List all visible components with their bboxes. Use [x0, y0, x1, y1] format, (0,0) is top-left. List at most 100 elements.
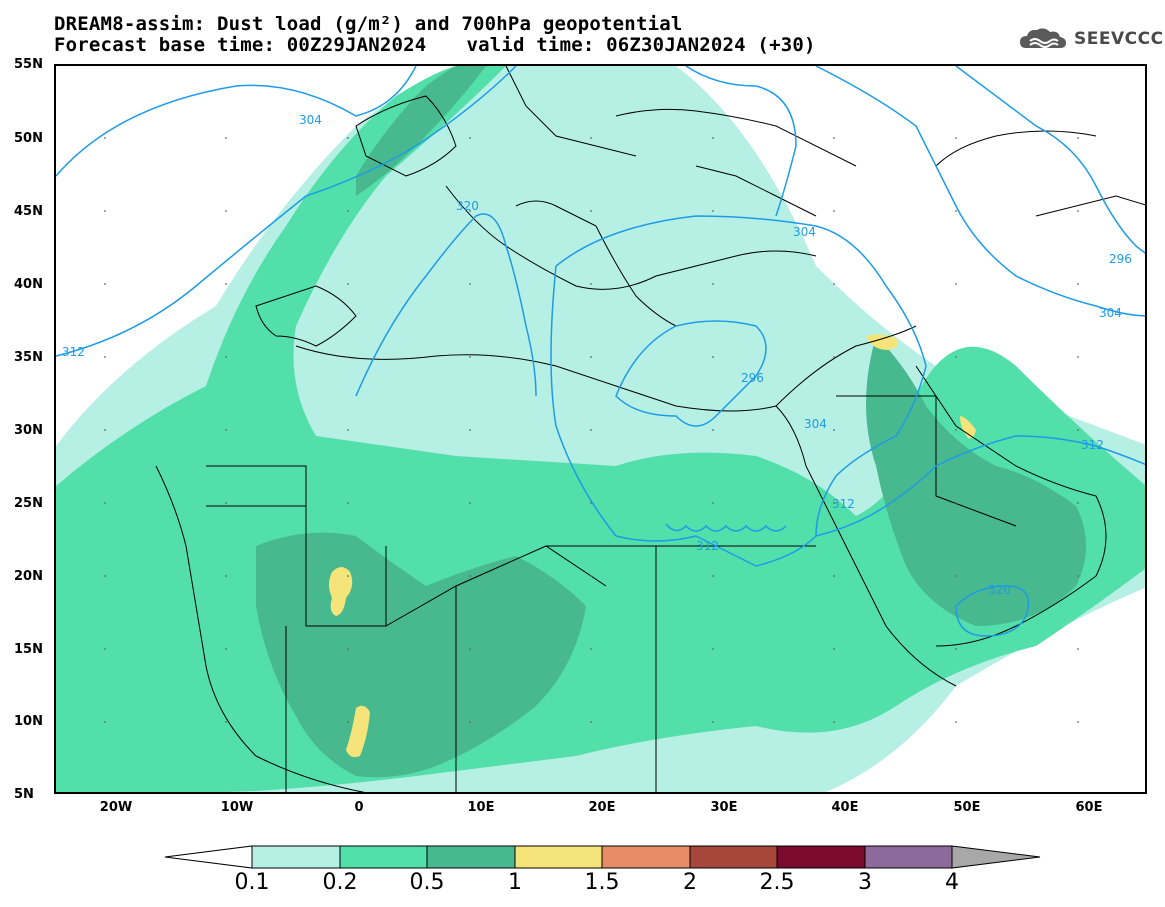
base-time: Forecast base time: 00Z29JAN2024: [54, 34, 427, 56]
colorbar-label: 2.5: [759, 870, 795, 895]
grid-dot: [590, 721, 592, 723]
grid-dot: [833, 648, 835, 650]
grid-dot: [469, 648, 471, 650]
grid-dot: [833, 283, 835, 285]
grid-dot: [833, 356, 835, 358]
grid-dot: [955, 721, 957, 723]
grid-dot: [104, 210, 106, 212]
latitude-label: 35N: [14, 350, 43, 365]
grid-dot: [590, 283, 592, 285]
grid-dot: [833, 210, 835, 212]
grid-dot: [955, 575, 957, 577]
grid-dot: [225, 137, 227, 139]
grid-dot: [469, 137, 471, 139]
latitude-label: 15N: [14, 642, 43, 657]
grid-dot: [833, 137, 835, 139]
grid-dot: [590, 648, 592, 650]
grid-dot: [833, 502, 835, 504]
grid-dot: [469, 210, 471, 212]
grid-dot: [469, 575, 471, 577]
latitude-label: 20N: [14, 569, 43, 584]
grid-dot: [712, 429, 714, 431]
grid-dot: [833, 721, 835, 723]
grid-dot: [1077, 648, 1079, 650]
grid-dot: [347, 575, 349, 577]
contour-label: 312: [832, 497, 855, 511]
grid-dot: [1077, 575, 1079, 577]
longitude-label: 40E: [831, 800, 859, 815]
colorbar-min-arrow: [164, 845, 253, 869]
grid-dot: [1077, 356, 1079, 358]
colorbar-label: 3: [858, 870, 872, 895]
colorbar-label: 0.5: [409, 870, 445, 895]
grid-dot: [104, 721, 106, 723]
colorbar-swatch-3: [864, 845, 953, 869]
grid-dot: [955, 429, 957, 431]
grid-dot: [1077, 137, 1079, 139]
grid-dot: [1077, 721, 1079, 723]
grid-dot: [225, 210, 227, 212]
longitude-label: 0: [354, 800, 364, 815]
contour-label: 320: [456, 199, 479, 213]
longitude-label: 50E: [953, 800, 981, 815]
grid-dots: [104, 137, 1079, 723]
contour-label: 304: [299, 113, 322, 127]
dust-layer-1: [329, 334, 976, 758]
grid-dot: [347, 721, 349, 723]
longitude-label: 10W: [220, 800, 254, 815]
grid-dot: [104, 283, 106, 285]
grid-dot: [225, 721, 227, 723]
colorbar-label: 1.5: [584, 870, 620, 895]
colorbar-swatch-1-5: [601, 845, 691, 869]
latitude-label: 25N: [14, 496, 43, 511]
grid-dot: [469, 356, 471, 358]
colorbar-swatch-2: [689, 845, 778, 869]
grid-dot: [104, 502, 106, 504]
grid-dot: [955, 210, 957, 212]
grid-dot: [590, 575, 592, 577]
cloud-icon: [1020, 28, 1066, 48]
latitude-label: 30N: [14, 423, 43, 438]
logo-text: SEEVCCC: [1074, 29, 1164, 49]
colorbar-swatch-0-2: [339, 845, 428, 869]
geopotential-contours: [56, 66, 1145, 637]
grid-dot: [833, 575, 835, 577]
grid-dot: [712, 502, 714, 504]
grid-dot: [1077, 283, 1079, 285]
grid-dot: [712, 648, 714, 650]
seevccc-logo: SEEVCCC: [1018, 26, 1164, 52]
colorbar-label: 2: [683, 870, 697, 895]
grid-dot: [469, 721, 471, 723]
contour-label: 312: [1081, 438, 1104, 452]
grid-dot: [712, 721, 714, 723]
grid-dot: [347, 648, 349, 650]
dust-layer-0-5: [256, 66, 1086, 778]
colorbar-label: 0.2: [322, 870, 358, 895]
latitude-label: 40N: [14, 277, 43, 292]
grid-dot: [469, 502, 471, 504]
grid-dot: [590, 356, 592, 358]
grid-dot: [590, 502, 592, 504]
grid-dot: [955, 137, 957, 139]
contour-label-group: 304 320 304 296 304 312 296 304 312 312 …: [62, 113, 1132, 597]
longitude-label: 10E: [467, 800, 495, 815]
contour-label: 304: [804, 417, 827, 431]
grid-dot: [469, 429, 471, 431]
longitude-label: 20E: [588, 800, 616, 815]
longitude-label: 30E: [710, 800, 738, 815]
contour-label: 304: [1099, 306, 1122, 320]
grid-dot: [347, 283, 349, 285]
grid-dot: [1077, 502, 1079, 504]
contour-label: 312: [696, 539, 719, 553]
latitude-label: 50N: [14, 131, 43, 146]
colorbar-label: 0.1: [234, 870, 270, 895]
colorbar-swatch-2-5: [776, 845, 866, 869]
grid-dot: [225, 429, 227, 431]
latitude-label: 45N: [14, 204, 43, 219]
contour-label: 304: [793, 225, 816, 239]
grid-dot: [347, 429, 349, 431]
map-area: 304 320 304 296 304 312 296 304 312 312 …: [54, 64, 1147, 794]
map-title: DREAM8-assim: Dust load (g/m²) and 700hP…: [54, 13, 683, 35]
grid-dot: [225, 648, 227, 650]
longitude-label: 20W: [99, 800, 133, 815]
